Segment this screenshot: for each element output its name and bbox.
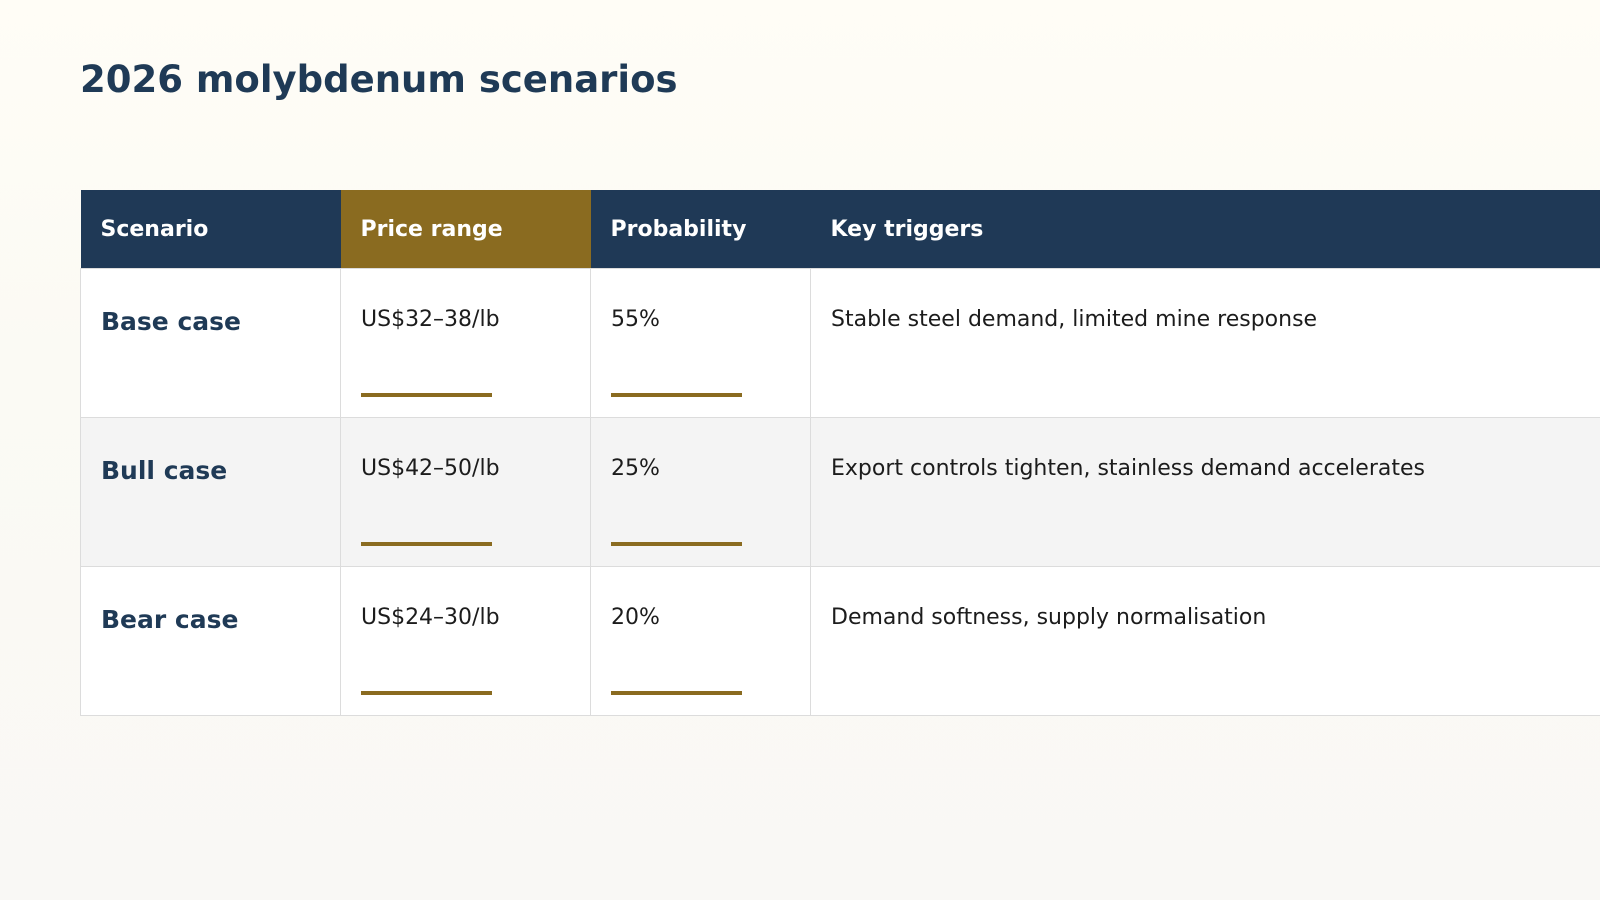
scenario-name: Bull case — [101, 456, 228, 485]
price-range-cell: US$42–50/lb — [340, 417, 591, 567]
key-triggers-cell: Demand softness, supply normalisation — [810, 566, 1600, 716]
price-range-cell: US$32–38/lb — [340, 268, 591, 418]
page-title: 2026 molybdenum scenarios — [80, 58, 678, 101]
scenario-name: Base case — [101, 307, 241, 336]
price-range-value: US$32–38/lb — [361, 307, 500, 332]
column-header-price-range: Price range — [340, 190, 591, 269]
key-triggers-cell: Stable steel demand, limited mine respon… — [810, 268, 1600, 418]
key-triggers-text: Export controls tighten, stainless deman… — [831, 456, 1425, 481]
probability-cell: 20% — [590, 566, 811, 716]
accent-underline — [361, 393, 492, 397]
accent-underline — [611, 691, 742, 695]
key-triggers-text: Demand softness, supply normalisation — [831, 605, 1267, 630]
table-row: Bear case US$24–30/lb 20% Demand softnes… — [80, 566, 1600, 716]
scenario-cell: Bear case — [80, 566, 341, 716]
column-header-scenario: Scenario — [80, 190, 341, 269]
column-header-key-triggers: Key triggers — [810, 190, 1600, 269]
key-triggers-text: Stable steel demand, limited mine respon… — [831, 307, 1318, 332]
probability-cell: 55% — [590, 268, 811, 418]
scenario-cell: Base case — [80, 268, 341, 418]
table-header-row: Scenario Price range Probability Key tri… — [80, 190, 1600, 269]
price-range-cell: US$24–30/lb — [340, 566, 591, 716]
probability-value: 55% — [611, 307, 660, 332]
table-row: Bull case US$42–50/lb 25% Export control… — [80, 417, 1600, 567]
probability-cell: 25% — [590, 417, 811, 567]
column-header-probability: Probability — [590, 190, 811, 269]
accent-underline — [361, 542, 492, 546]
probability-value: 25% — [611, 456, 660, 481]
table-row: Base case US$32–38/lb 55% Stable steel d… — [80, 268, 1600, 418]
accent-underline — [361, 691, 492, 695]
accent-underline — [611, 542, 742, 546]
scenarios-table: Scenario Price range Probability Key tri… — [80, 190, 1600, 716]
price-range-value: US$42–50/lb — [361, 456, 500, 481]
accent-underline — [611, 393, 742, 397]
key-triggers-cell: Export controls tighten, stainless deman… — [810, 417, 1600, 567]
price-range-value: US$24–30/lb — [361, 605, 500, 630]
scenario-cell: Bull case — [80, 417, 341, 567]
scenario-name: Bear case — [101, 605, 239, 634]
probability-value: 20% — [611, 605, 660, 630]
